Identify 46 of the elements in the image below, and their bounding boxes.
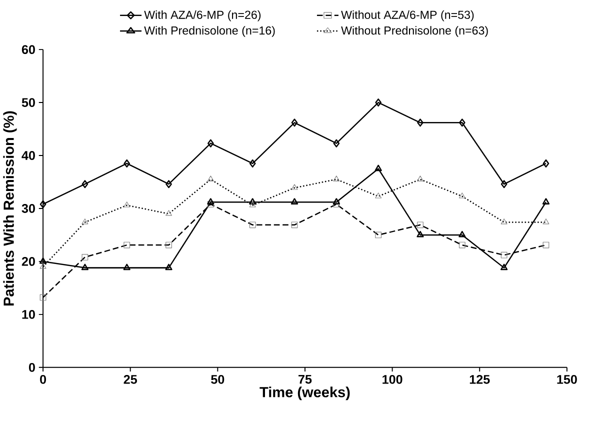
- point: [333, 139, 340, 148]
- point: [166, 180, 172, 188]
- y-tick-label: 10: [22, 310, 35, 319]
- point: [332, 198, 340, 205]
- point: [207, 198, 214, 205]
- point: [249, 198, 256, 205]
- x-tick-label: 25: [124, 375, 137, 384]
- point: [39, 257, 47, 264]
- x-tick-label: 75: [298, 375, 312, 384]
- legend-label: Without AZA/6-MP (n=53): [341, 10, 474, 22]
- point: [500, 180, 508, 188]
- point: [208, 139, 214, 148]
- point: [542, 198, 550, 205]
- x-tick-label: 50: [211, 375, 224, 384]
- y-tick-label: 50: [22, 98, 35, 108]
- point: [249, 159, 256, 168]
- x-tick-label: 150: [557, 375, 577, 384]
- point: [542, 159, 550, 168]
- x-tick-label: 100: [382, 375, 402, 384]
- point: [40, 200, 46, 208]
- point: [500, 264, 508, 270]
- y-tick-label: 40: [22, 151, 35, 160]
- point: [416, 231, 424, 238]
- y-axis-title: Patients With Remission (%): [3, 111, 17, 306]
- point: [458, 118, 466, 127]
- point: [291, 118, 298, 127]
- legend-label: With AZA/6-MP (n=26): [144, 10, 261, 22]
- x-tick-label: 125: [470, 375, 490, 384]
- x-axis-title: Time (weeks): [260, 386, 350, 400]
- legend-label: With Prednisolone (n=16): [144, 26, 275, 37]
- y-tick-label: 0: [28, 363, 35, 372]
- point: [124, 159, 130, 168]
- legend-label: Without Prednisolone (n=63): [341, 26, 488, 37]
- point: [374, 164, 382, 172]
- point: [82, 180, 88, 188]
- point: [458, 231, 466, 238]
- point: [417, 118, 424, 127]
- point: [165, 264, 172, 270]
- y-tick-label: 20: [22, 257, 35, 266]
- point: [290, 198, 298, 205]
- point: [123, 264, 130, 270]
- point: [375, 98, 382, 107]
- y-tick-label: 60: [22, 45, 35, 54]
- point: [81, 264, 89, 270]
- y-tick-label: 30: [22, 204, 35, 213]
- x-tick-label: 0: [40, 375, 46, 384]
